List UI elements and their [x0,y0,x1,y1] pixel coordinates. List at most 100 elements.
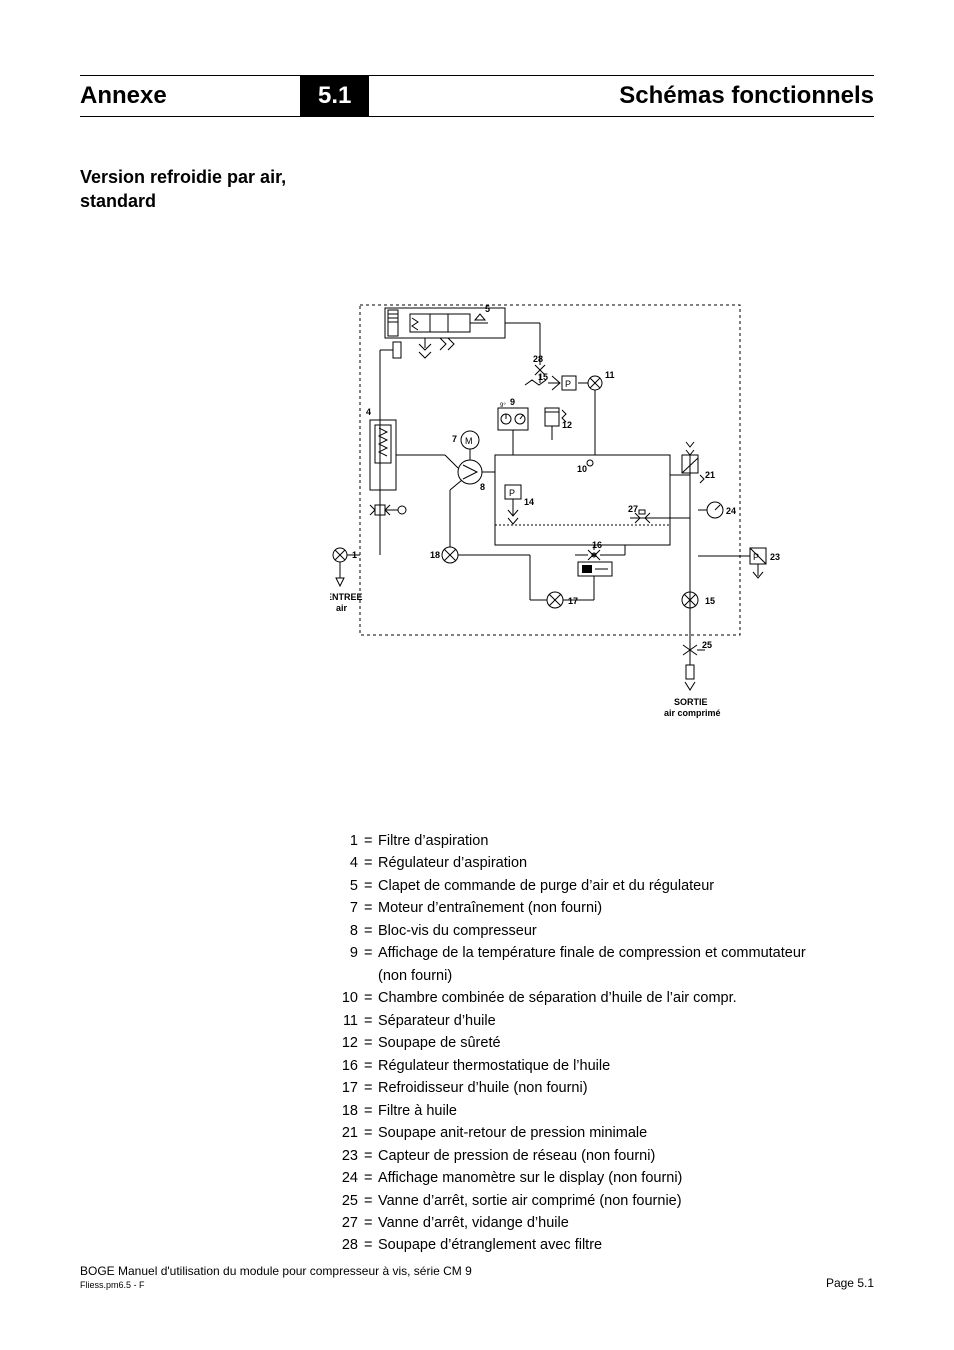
sortie-label-2: air comprimé [664,708,721,718]
legend-text: Soupape anit-retour de pression minimale [378,1122,647,1144]
label-12: 12 [562,420,572,430]
label-17: 17 [568,596,578,606]
legend-equals: = [364,1100,378,1122]
legend-text: Régulateur d’aspiration [378,852,527,874]
legend-equals: = [364,942,378,964]
label-4: 4 [366,407,371,417]
legend-number: 4 [330,852,364,874]
label-9: 9 [510,397,515,407]
legend-equals: = [364,1077,378,1099]
section-number-box: 5.1 [300,76,369,116]
legend-number: 8 [330,920,364,942]
legend-row: 8=Bloc-vis du compresseur [330,920,806,942]
legend-equals: = [364,1122,378,1144]
svg-text:M: M [465,436,473,446]
subtitle-line1: Version refroidie par air, [80,167,286,187]
legend-number: 25 [330,1190,364,1212]
label-7: 7 [452,434,457,444]
functional-diagram: 1 ENTREE air 4 [330,300,800,745]
label-11: 11 [605,370,615,380]
legend-number: 12 [330,1032,364,1054]
legend-row: 11=Séparateur d’huile [330,1010,806,1032]
legend-row: 1=Filtre d’aspiration [330,830,806,852]
svg-text:P: P [565,379,571,389]
legend-number: 1 [330,830,364,852]
legend-equals: = [364,830,378,852]
legend-row: 7=Moteur d’entraînement (non fourni) [330,897,806,919]
legend-number: 10 [330,987,364,1009]
legend-row: 10=Chambre combinée de séparation d’huil… [330,987,806,1009]
label-21: 21 [705,470,715,480]
legend-text-cont: (non fourni) [330,965,452,987]
legend-row: 23=Capteur de pression de réseau (non fo… [330,1145,806,1167]
legend-equals: = [364,920,378,942]
legend-number: 21 [330,1122,364,1144]
legend-text: Soupape d’étranglement avec filtre [378,1234,602,1256]
legend-text: Chambre combinée de séparation d’huile d… [378,987,737,1009]
sortie-label-1: SORTIE [674,697,708,707]
legend-text: Vanne d’arrêt, sortie air comprimé (non … [378,1190,682,1212]
legend-text: Filtre d’aspiration [378,830,488,852]
legend-text: Régulateur thermostatique de l’huile [378,1055,610,1077]
legend-text: Bloc-vis du compresseur [378,920,537,942]
label-15a: 15 [538,372,548,382]
legend-text: Capteur de pression de réseau (non fourn… [378,1145,655,1167]
label-5: 5 [485,304,490,314]
label-15b: 15 [705,596,715,606]
legend-text: Affichage de la température finale de co… [378,942,806,964]
label-8: 8 [480,482,485,492]
svg-text:9°: 9° [500,403,506,409]
page-footer: BOGE Manuel d'utilisation du module pour… [80,1264,874,1290]
legend-number: 9 [330,942,364,964]
legend-number: 28 [330,1234,364,1256]
entree-label-1: ENTREE [330,592,363,602]
legend-row: 28=Soupape d’étranglement avec filtre [330,1234,806,1256]
label-14: 14 [524,497,534,507]
subtitle-line2: standard [80,191,156,211]
legend-text: Clapet de commande de purge d’air et du … [378,875,714,897]
label-18: 18 [430,550,440,560]
legend-number: 11 [330,1010,364,1032]
legend-equals: = [364,897,378,919]
legend-row: 21=Soupape anit-retour de pression minim… [330,1122,806,1144]
legend-equals: = [364,1055,378,1077]
legend-equals: = [364,1190,378,1212]
footer-sub: Fliess.pm6.5 - F [80,1280,472,1290]
legend-text: Affichage manomètre sur le display (non … [378,1167,682,1189]
legend-equals: = [364,1032,378,1054]
legend-equals: = [364,1212,378,1234]
page-header: Annexe 5.1 Schémas fonctionnels [80,75,874,117]
legend-equals: = [364,1010,378,1032]
legend-number: 17 [330,1077,364,1099]
header-left: Annexe [80,82,300,110]
legend-equals: = [364,1234,378,1256]
legend-text: Séparateur d’huile [378,1010,496,1032]
legend-equals: = [364,875,378,897]
legend-number: 18 [330,1100,364,1122]
legend-number: 23 [330,1145,364,1167]
legend-text: Refroidisseur d’huile (non fourni) [378,1077,588,1099]
label-28: 28 [533,354,543,364]
legend-row: 17=Refroidisseur d’huile (non fourni) [330,1077,806,1099]
legend-row: 27=Vanne d’arrêt, vidange d’huile [330,1212,806,1234]
legend-equals: = [364,1167,378,1189]
legend-row: 5=Clapet de commande de purge d’air et d… [330,875,806,897]
legend-list: 1=Filtre d’aspiration4=Régulateur d’aspi… [330,830,806,1257]
label-10: 10 [577,464,587,474]
legend-text: Soupape de sûreté [378,1032,501,1054]
legend-equals: = [364,1145,378,1167]
label-23: 23 [770,552,780,562]
footer-right: Page 5.1 [826,1276,874,1290]
header-right: Schémas fonctionnels [369,82,874,110]
entree-label-2: air [336,603,348,613]
legend-equals: = [364,987,378,1009]
svg-text:P: P [509,488,515,498]
legend-row: 24=Affichage manomètre sur le display (n… [330,1167,806,1189]
footer-left: BOGE Manuel d'utilisation du module pour… [80,1264,472,1278]
legend-row: 25=Vanne d’arrêt, sortie air comprimé (n… [330,1190,806,1212]
legend-number: 5 [330,875,364,897]
label-24: 24 [726,506,736,516]
legend-equals: = [364,852,378,874]
legend-number: 16 [330,1055,364,1077]
legend-number: 7 [330,897,364,919]
